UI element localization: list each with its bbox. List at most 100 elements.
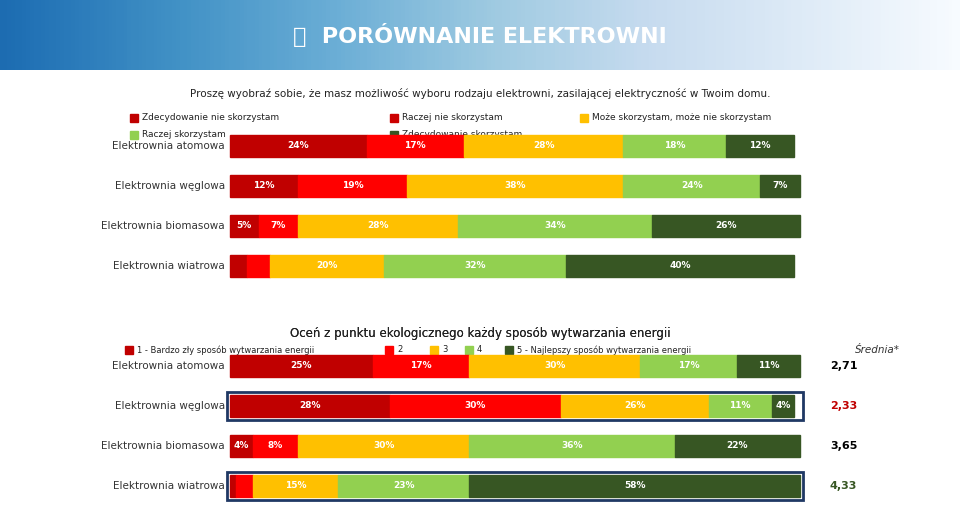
Text: 1 - Bardzo zły sposób wytwarzania energii: 1 - Bardzo zły sposób wytwarzania energi… (137, 345, 314, 354)
Bar (236, 475, 252, 497)
Bar (737, 355, 800, 377)
Text: 17%: 17% (404, 141, 426, 150)
Text: 3,65: 3,65 (830, 441, 857, 451)
Text: Zdecydowanie nie skorzystam: Zdecydowanie nie skorzystam (142, 113, 279, 122)
Text: Oceń z punktu ekologicznego każdy sposób wytwarzania energii: Oceń z punktu ekologicznego każdy sposób… (290, 327, 670, 340)
Bar (407, 174, 623, 197)
Text: 28%: 28% (533, 141, 554, 150)
Text: Może skorzystam, może nie skorzystam: Może skorzystam, może nie skorzystam (592, 113, 771, 122)
Bar (299, 215, 458, 236)
Text: Średnia*: Średnia* (855, 345, 900, 355)
Bar (299, 174, 407, 197)
Bar (384, 255, 566, 277)
Bar (430, 346, 438, 354)
Bar (465, 346, 473, 354)
Text: 24%: 24% (681, 181, 703, 190)
Bar (230, 435, 252, 457)
Text: 17%: 17% (678, 361, 700, 370)
Text: Elektrownia atomowa: Elektrownia atomowa (112, 361, 225, 371)
Bar (130, 113, 138, 122)
Bar (125, 346, 133, 354)
Text: 2,71: 2,71 (830, 361, 857, 371)
Bar (580, 113, 588, 122)
Text: 32%: 32% (465, 261, 486, 270)
Bar (258, 215, 299, 236)
Text: Raczej nie skorzystam: Raczej nie skorzystam (402, 113, 503, 122)
Text: 30%: 30% (465, 401, 486, 410)
Text: 11%: 11% (730, 401, 751, 410)
Bar (469, 355, 640, 377)
Bar (252, 435, 299, 457)
Bar (640, 355, 737, 377)
Bar (299, 435, 469, 457)
Text: 3: 3 (442, 345, 447, 354)
Text: 4%: 4% (776, 401, 791, 410)
Text: 28%: 28% (368, 221, 389, 230)
Bar (230, 355, 372, 377)
Bar (367, 135, 464, 157)
Bar (385, 346, 393, 354)
Bar (230, 255, 247, 277)
Text: Elektrownia biomasowa: Elektrownia biomasowa (102, 441, 225, 451)
Text: 4: 4 (477, 345, 482, 354)
Text: 34%: 34% (544, 221, 565, 230)
Text: 🌀  PORÓWNANIE ELEKTROWNI: 🌀 PORÓWNANIE ELEKTROWNI (293, 23, 667, 47)
Text: Raczej skorzystam: Raczej skorzystam (142, 130, 226, 139)
Text: Elektrownia węglowa: Elektrownia węglowa (115, 181, 225, 191)
Bar (372, 355, 469, 377)
Text: 30%: 30% (373, 442, 395, 450)
Text: 25%: 25% (291, 361, 312, 370)
Text: 7%: 7% (271, 221, 286, 230)
Text: 20%: 20% (316, 261, 338, 270)
Bar (247, 255, 270, 277)
Text: Elektrownia atomowa: Elektrownia atomowa (112, 140, 225, 150)
Bar (623, 135, 726, 157)
Bar (623, 174, 760, 197)
Bar (566, 255, 794, 277)
Text: 26%: 26% (715, 221, 736, 230)
Text: 17%: 17% (410, 361, 432, 370)
Text: 5 - Najlepszy sposób wytwarzania energii: 5 - Najlepszy sposób wytwarzania energii (517, 345, 691, 354)
Text: 4%: 4% (233, 442, 249, 450)
Text: 24%: 24% (288, 141, 309, 150)
Bar (390, 130, 398, 138)
Bar (772, 395, 794, 417)
Text: 12%: 12% (253, 181, 275, 190)
Bar (130, 130, 138, 138)
Text: Elektrownia wiatrowa: Elektrownia wiatrowa (113, 481, 225, 491)
Text: 22%: 22% (727, 442, 748, 450)
Bar (230, 135, 367, 157)
Text: 5%: 5% (236, 221, 252, 230)
Bar (505, 346, 513, 354)
Text: Elektrownia wiatrowa: Elektrownia wiatrowa (113, 260, 225, 271)
Text: 12%: 12% (750, 141, 771, 150)
Text: 40%: 40% (669, 261, 691, 270)
Bar (464, 135, 623, 157)
Text: 4,33: 4,33 (830, 481, 857, 491)
Bar (458, 215, 652, 236)
Text: Zdecydowanie skorzystam: Zdecydowanie skorzystam (402, 130, 522, 139)
Bar (760, 174, 800, 197)
Bar (230, 215, 258, 236)
Text: 23%: 23% (393, 481, 415, 491)
Text: 8%: 8% (268, 442, 283, 450)
Text: Oceń z punktu ekologicznego każdy sposób wytwarzania energii: Oceń z punktu ekologicznego każdy sposób… (290, 327, 670, 340)
Text: 26%: 26% (624, 401, 645, 410)
Text: 58%: 58% (624, 481, 645, 491)
Bar (390, 395, 561, 417)
Bar (390, 113, 398, 122)
Text: Elektrownia biomasowa: Elektrownia biomasowa (102, 221, 225, 231)
Bar (675, 435, 800, 457)
Bar (708, 395, 772, 417)
Bar (469, 435, 675, 457)
Text: 28%: 28% (300, 401, 321, 410)
Text: 11%: 11% (757, 361, 780, 370)
Bar (726, 135, 794, 157)
Bar (652, 215, 800, 236)
Text: 38%: 38% (504, 181, 526, 190)
Text: 2,33: 2,33 (830, 401, 857, 411)
Text: 7%: 7% (773, 181, 788, 190)
Text: 18%: 18% (664, 141, 685, 150)
Bar (252, 475, 338, 497)
Text: 36%: 36% (562, 442, 583, 450)
